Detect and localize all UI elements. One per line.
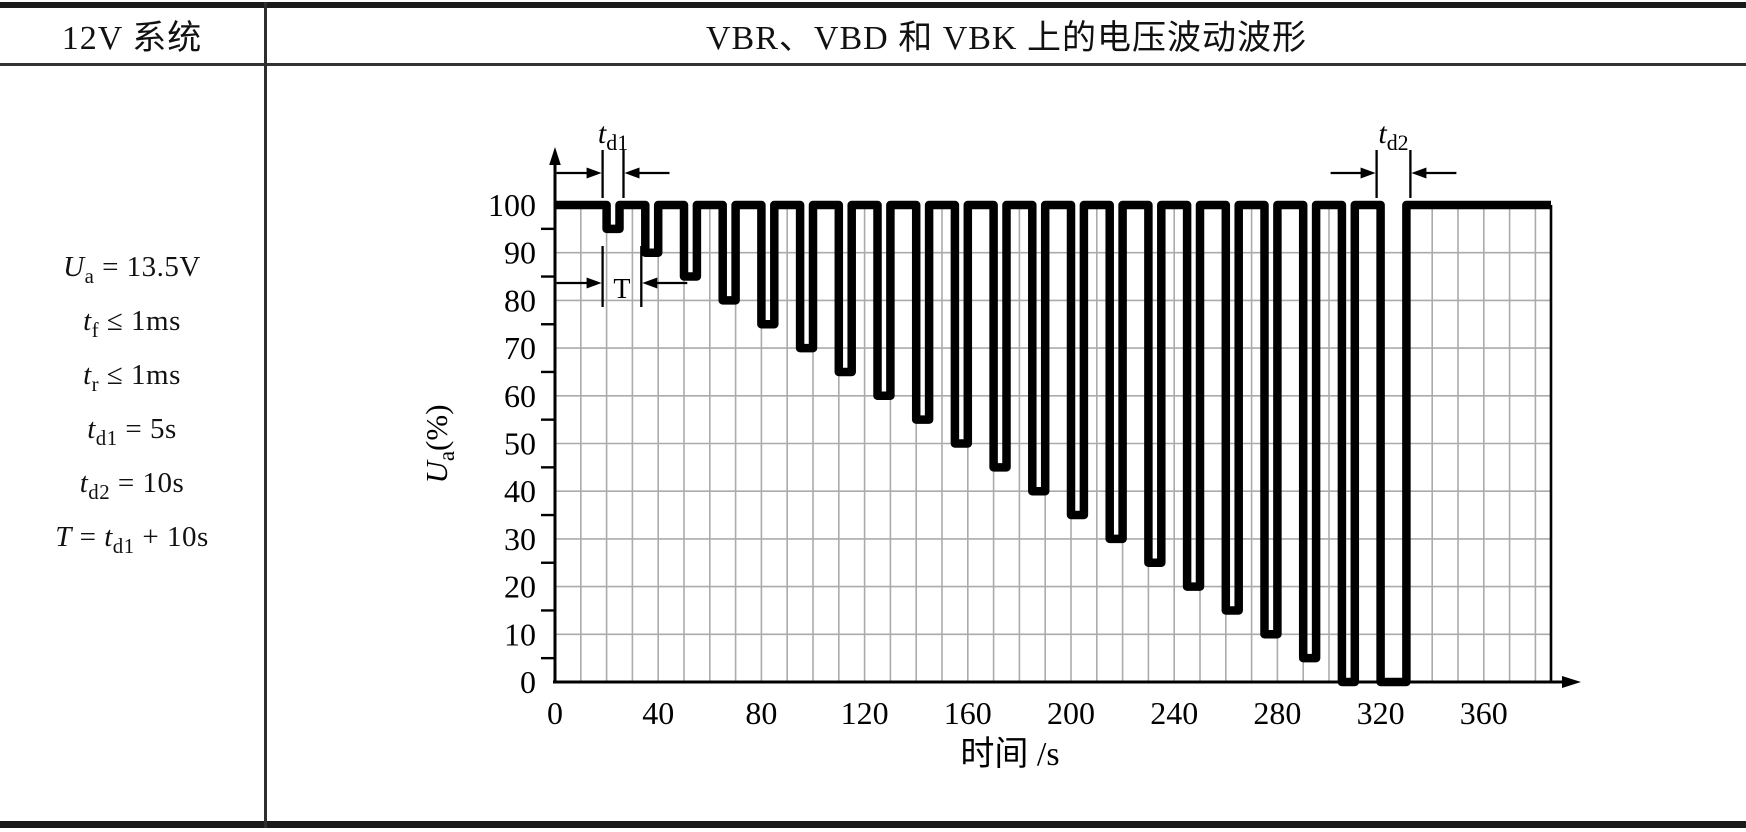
x-tick-label: 240 xyxy=(1150,695,1198,731)
waveform xyxy=(555,200,1551,687)
annotation-td1: td1 xyxy=(556,117,670,198)
annotation-label-td2: td2 xyxy=(1378,117,1408,155)
annotation-T: T xyxy=(556,246,688,307)
parameter-td2: td2 = 10s xyxy=(79,467,185,504)
y-tick-label: 40 xyxy=(504,473,536,509)
y-tick-label: 90 xyxy=(504,235,536,271)
parameter-td1: td1 = 5s xyxy=(87,413,177,450)
x-tick-label: 120 xyxy=(841,695,889,731)
table-header-separator xyxy=(0,63,1746,66)
annotation-label-T: T xyxy=(613,274,630,305)
y-tick-label: 30 xyxy=(504,521,536,557)
y-axis-title: Ua(%) xyxy=(419,404,459,483)
y-tick-label: 20 xyxy=(504,569,536,605)
x-tick-label: 280 xyxy=(1253,695,1301,731)
table-column-divider xyxy=(264,2,267,828)
y-tick-label: 50 xyxy=(504,426,536,462)
y-axis-arrow xyxy=(549,147,561,165)
chart-title: VBR、VBD 和 VBK 上的电压波动波形 xyxy=(706,19,1307,57)
chart-grid xyxy=(555,205,1551,682)
parameter-tr: tr ≤ 1ms xyxy=(83,359,181,396)
y-tick-label: 100 xyxy=(488,187,536,223)
x-tick-label: 200 xyxy=(1047,695,1095,731)
y-tick-label: 70 xyxy=(504,330,536,366)
x-tick-label: 40 xyxy=(642,695,674,731)
x-tick-label: 160 xyxy=(944,695,992,731)
x-axis-title: 时间 /s xyxy=(960,736,1059,773)
x-tick-label: 320 xyxy=(1357,695,1405,731)
y-tick-label: 0 xyxy=(520,664,536,700)
table-border-top xyxy=(0,2,1746,8)
x-tick-label: 0 xyxy=(547,695,563,731)
parameter-tf: tf ≤ 1ms xyxy=(83,305,181,342)
annotation-td2: td2 xyxy=(1330,117,1457,198)
parameter-T: T = td1 + 10s xyxy=(55,521,209,558)
annotation-label-td1: td1 xyxy=(598,117,628,155)
x-tick-label: 360 xyxy=(1460,695,1508,731)
parameter-Ua: Ua = 13.5V xyxy=(63,251,201,288)
voltage-waveform-path xyxy=(555,200,1551,687)
y-tick-label: 60 xyxy=(504,378,536,414)
x-tick-label: 80 xyxy=(745,695,777,731)
table-border-bottom xyxy=(0,821,1746,828)
axis-tick-labels: 0 10 20 30 40 50 60 70 80 90 100 0 40 80 120 160 200 240 2… xyxy=(488,187,1508,731)
y-tick-label: 80 xyxy=(504,282,536,318)
x-axis-arrow xyxy=(1562,676,1581,688)
system-header: 12V 系统 xyxy=(61,19,203,57)
y-tick-label: 10 xyxy=(504,616,536,652)
axes xyxy=(541,147,1581,688)
